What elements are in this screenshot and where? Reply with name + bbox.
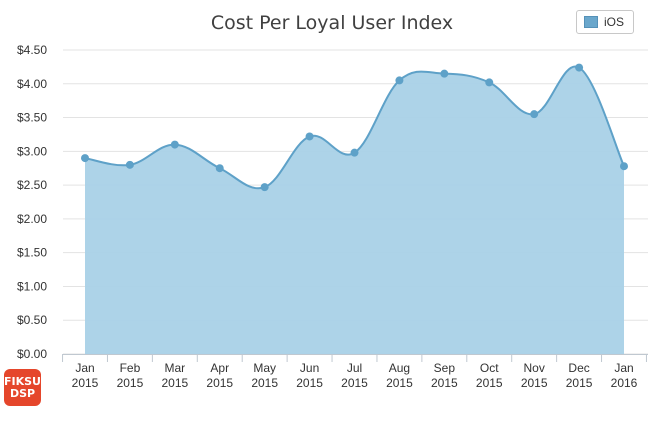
legend-swatch-ios [584,16,598,28]
x-tick-label-month: Oct [480,361,499,375]
x-tick-label-year: 2015 [296,376,323,390]
area-fill-ios [85,66,624,354]
data-point-12[interactable] [620,162,628,171]
fiksu-dsp-logo: FIKSU DSP [4,369,41,406]
y-tick-label: $1.50 [17,246,47,260]
chart-title: Cost Per Loyal User Index [211,12,453,34]
x-tick-label-year: 2015 [117,376,144,390]
x-tick-label-year: 2015 [431,376,458,390]
x-tick-label-year: 2015 [161,376,188,390]
legend[interactable]: iOS [576,10,634,34]
x-tick-label-month: Jun [300,361,319,375]
x-tick-label-year: 2016 [611,376,638,390]
x-tick-label-year: 2015 [386,376,413,390]
x-tick-label-month: Aug [389,361,410,375]
x-tick-label-year: 2015 [476,376,503,390]
x-tick-label-month: Jul [347,361,362,375]
legend-label-ios: iOS [604,15,625,29]
x-tick-label-month: Dec [568,361,589,375]
y-axis: $0.00 $0.50 $1.00 $1.50 $2.00 $2.50 $3.00 $3.50… [17,43,47,361]
data-point-2[interactable] [170,140,179,149]
logo-line-1: FIKSU [4,374,41,388]
x-tick-label-year: 2015 [521,376,548,390]
series-area [81,63,628,354]
y-tick-label: $4.50 [17,43,47,57]
y-tick-label: $2.50 [17,178,47,192]
data-point-8[interactable] [440,69,449,78]
x-tick-label-year: 2015 [251,376,278,390]
x-tick-label-month: Apr [210,361,229,375]
x-tick-label-month: Jan [614,361,633,375]
data-point-1[interactable] [125,160,134,169]
logo-line-2: DSP [9,386,36,400]
x-tick-label-year: 2015 [566,376,593,390]
y-tick-label: $0.50 [17,313,47,327]
y-tick-label: $2.00 [17,212,47,226]
x-tick-label-year: 2015 [206,376,233,390]
data-point-11[interactable] [575,63,584,72]
data-point-5[interactable] [305,132,314,141]
x-tick-label-month: Sep [434,361,456,375]
data-point-10[interactable] [530,110,539,119]
x-tick-label-year: 2015 [72,376,99,390]
y-tick-label: $3.00 [17,144,47,158]
data-point-6[interactable] [350,148,359,157]
x-tick-label-year: 2015 [341,376,368,390]
y-tick-label: $3.50 [17,111,47,125]
x-tick-label-month: Jan [75,361,94,375]
data-point-4[interactable] [260,183,269,192]
data-point-7[interactable] [395,76,404,85]
data-point-3[interactable] [215,164,224,173]
data-point-9[interactable] [485,78,494,87]
x-axis: Jan2015Feb2015Mar2015Apr2015May2015Jun20… [62,354,648,390]
y-tick-label: $0.00 [17,347,47,361]
y-tick-label: $4.00 [17,77,47,91]
x-tick-label-month: Feb [120,361,141,375]
x-tick-label-month: Nov [523,361,544,375]
data-point-0[interactable] [81,154,89,163]
y-tick-label: $1.00 [17,279,47,293]
x-tick-label-month: Mar [164,361,185,375]
x-tick-label-month: May [253,361,276,375]
